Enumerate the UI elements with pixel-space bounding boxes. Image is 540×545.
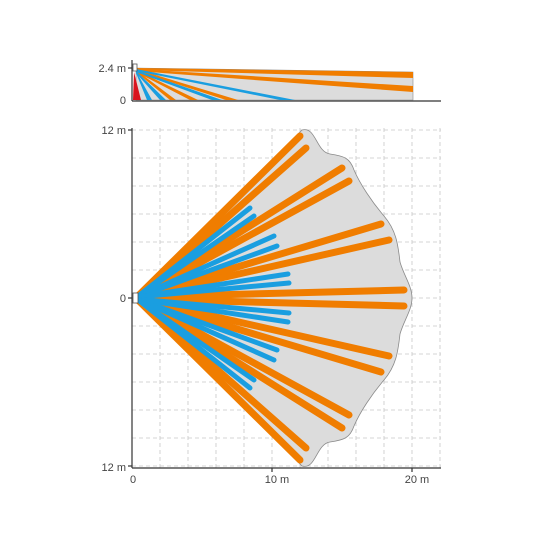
short-zone-1b — [134, 213, 257, 300]
short-range-zones — [134, 205, 292, 391]
top-view-coverage — [135, 129, 413, 467]
short-zone-4b — [134, 296, 291, 325]
side-view-height-label: 2.4 m — [98, 63, 126, 75]
side-view-short-beam-1 — [136, 69, 295, 100]
long-zone-4b — [133, 295, 408, 310]
short-zone-3b — [134, 280, 292, 300]
top-view: 12 m 0 12 m 0 10 m 20 m — [102, 125, 441, 486]
side-view-mid-beam-1 — [136, 69, 238, 100]
top-view-x-label-20: 20 m — [405, 474, 429, 486]
side-view-short-beam-2 — [136, 70, 222, 100]
top-view-y-label-top: 12 m — [102, 125, 126, 137]
top-view-x-label-10: 10 m — [265, 474, 289, 486]
long-zone-2b — [133, 177, 353, 301]
long-zone-7b — [133, 295, 304, 464]
side-view-short-beam-4 — [136, 71, 152, 100]
side-view-sensor — [132, 63, 138, 72]
side-view-long-beam-2 — [136, 69, 413, 92]
short-zone-5b — [134, 296, 277, 363]
top-view-sensor — [132, 292, 139, 304]
side-view-long-beam-1 — [136, 68, 413, 78]
side-view-mid-beam-3 — [136, 70, 176, 100]
short-zone-2b — [134, 243, 280, 300]
side-view-zero-label: 0 — [120, 95, 126, 107]
side-view-creep-zone — [133, 72, 141, 100]
top-view-x-label-0: 0 — [130, 474, 136, 486]
long-zone-4a — [133, 286, 408, 301]
side-view: 2.4 m 0 — [98, 60, 441, 107]
top-view-y-label-mid: 0 — [120, 293, 126, 305]
long-zone-3b — [133, 236, 393, 301]
top-view-y-label-bottom: 12 m — [102, 462, 126, 474]
short-zone-6b — [134, 296, 253, 391]
side-view-short-beam-3 — [136, 71, 166, 100]
